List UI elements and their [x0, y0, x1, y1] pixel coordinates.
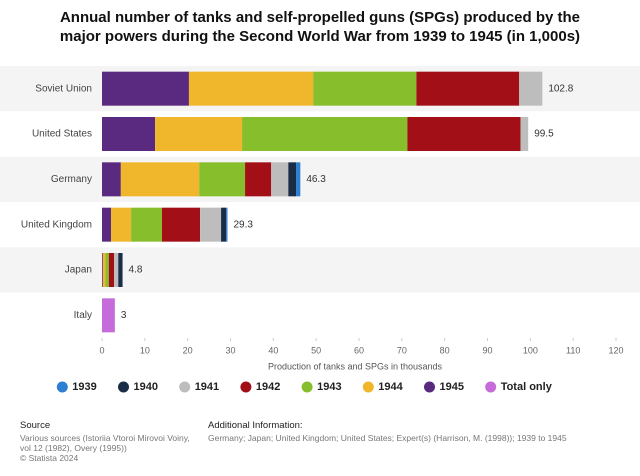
x-tick-label: 50: [311, 345, 321, 355]
bar-segment: [407, 117, 521, 151]
x-tick-label: 100: [523, 345, 538, 355]
legend-swatch: [424, 381, 435, 393]
x-tick-label: 40: [268, 345, 278, 355]
x-axis-label: Production of tanks and SPGs in thousand…: [268, 361, 443, 371]
bar-segment: [245, 162, 272, 197]
row-band: [0, 247, 640, 293]
bar-segment: [520, 117, 529, 151]
bar-segment: [113, 253, 119, 287]
x-tick-label: 70: [397, 345, 407, 355]
bar-segment: [200, 207, 222, 242]
bar-segment: [120, 162, 200, 197]
copyright: © Statista 2024: [20, 453, 79, 463]
bar-segment: [155, 117, 243, 151]
bar-segment: [102, 298, 115, 333]
bar-segment: [288, 162, 297, 197]
x-tick-label: 60: [354, 345, 364, 355]
bar-segment: [102, 162, 121, 197]
bar-segment: [416, 71, 520, 106]
x-tick-label: 0: [99, 345, 104, 355]
x-tick-label: 30: [225, 345, 235, 355]
x-tick-label: 120: [608, 345, 623, 355]
category-label: Japan: [65, 265, 92, 276]
x-tick-label: 10: [140, 345, 150, 355]
legend-label: 1941: [195, 381, 219, 393]
legend-label: 1940: [134, 381, 158, 393]
x-tick-label: 110: [566, 345, 580, 355]
legend-label: 1939: [72, 381, 96, 393]
bar-segment: [199, 162, 246, 197]
bar-segment: [519, 71, 543, 106]
total-label: 29.3: [234, 219, 254, 230]
bar-segment: [242, 117, 408, 151]
category-label: Germany: [51, 174, 92, 185]
chart-title: Annual number of tanks and self-propelle…: [59, 9, 581, 45]
legend-label: 1943: [317, 381, 341, 393]
info-text: Germany; Japan; United Kingdom; United S…: [208, 433, 567, 443]
bar-segment: [102, 253, 106, 287]
source-title: Source: [20, 420, 51, 431]
total-label: 102.8: [548, 83, 573, 94]
category-label: United States: [32, 129, 92, 140]
bar-segment: [102, 117, 156, 151]
legend-swatch: [485, 381, 497, 393]
bar-segment: [161, 207, 201, 242]
bar-segment: [226, 207, 228, 242]
total-label: 3: [121, 310, 127, 321]
bar-segment: [105, 253, 109, 287]
bar-segment: [188, 71, 314, 106]
legend-label: 1945: [440, 381, 464, 393]
bar-segment: [131, 207, 162, 242]
legend-label: Total only: [501, 381, 553, 393]
bar-segment: [118, 253, 123, 287]
bar-segment: [102, 207, 111, 242]
legend-label: 1944: [378, 381, 403, 393]
bar-segment: [102, 71, 189, 106]
x-tick-label: 80: [440, 345, 450, 355]
bar-segment: [108, 253, 114, 287]
category-label: United Kingdom: [21, 219, 92, 230]
info: Additional Information: Germany; Japan; …: [208, 420, 628, 444]
x-tick-label: 90: [482, 345, 492, 355]
info-title: Additional Information:: [208, 420, 303, 431]
bar-segment: [102, 253, 103, 287]
legend-swatch: [301, 381, 313, 393]
total-label: 4.8: [129, 265, 143, 276]
bar-segment: [221, 207, 227, 242]
row-band: [0, 202, 640, 248]
bar-segment: [271, 162, 289, 197]
category-label: Italy: [74, 310, 92, 321]
total-label: 46.3: [306, 174, 326, 185]
legend-label: 1942: [256, 381, 280, 393]
row-band: [0, 292, 640, 338]
source-text: Various sources (Istoriia Vtoroi Mirovoi…: [20, 433, 190, 453]
source: Source Various sources (Istoriia Vtoroi …: [20, 420, 200, 464]
legend-swatch: [362, 381, 374, 393]
legend-swatch: [179, 381, 191, 393]
bar-segment: [110, 207, 132, 242]
bar-segment: [313, 71, 417, 106]
total-label: 99.5: [534, 129, 554, 140]
legend-swatch: [56, 381, 68, 393]
bar-segment: [296, 162, 301, 197]
category-label: Soviet Union: [35, 83, 92, 94]
x-tick-label: 20: [183, 345, 193, 355]
legend-swatch: [240, 381, 252, 393]
legend-swatch: [118, 381, 129, 393]
